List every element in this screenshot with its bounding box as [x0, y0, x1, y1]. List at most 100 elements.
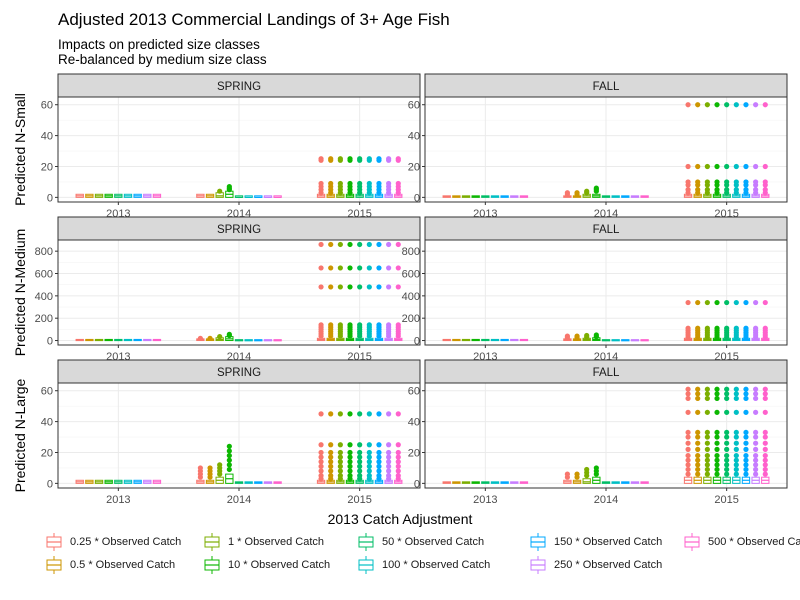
- y-tick-label: 200: [402, 313, 420, 325]
- outlier-point: [714, 409, 720, 415]
- outlier-point: [197, 465, 203, 471]
- outlier-point: [695, 395, 701, 402]
- x-tick-label: 2015: [714, 494, 738, 506]
- outlier-point: [704, 102, 710, 108]
- facet-strip-label: FALL: [593, 224, 620, 236]
- outlier-point: [593, 332, 599, 338]
- outlier-point: [357, 473, 363, 479]
- outlier-point: [714, 466, 720, 473]
- outlier-point: [357, 322, 363, 328]
- outlier-point: [724, 462, 730, 468]
- outlier-point: [328, 459, 334, 465]
- outlier-point: [714, 429, 720, 436]
- outlier-point: [743, 434, 749, 440]
- outlier-point: [395, 449, 401, 456]
- outlier-point: [733, 163, 739, 170]
- outlier-point: [318, 265, 324, 271]
- outlier-point: [318, 180, 324, 187]
- legend-item: 500 * Observed Catch: [682, 532, 800, 552]
- outlier-point: [584, 466, 590, 473]
- outlier-point: [743, 299, 749, 306]
- outlier-point: [337, 322, 343, 328]
- outlier-point: [564, 190, 570, 196]
- y-tick-label: 400: [402, 291, 420, 303]
- outlier-point: [366, 463, 372, 469]
- outlier-point: [328, 411, 334, 417]
- box: [582, 478, 591, 484]
- outlier-point: [395, 442, 401, 448]
- outlier-point: [395, 284, 401, 290]
- outlier-point: [395, 265, 401, 271]
- chart-subtitle-1: Impacts on predicted size classes: [58, 37, 260, 52]
- outlier-point: [318, 463, 324, 469]
- legend-key-icon: [46, 533, 62, 551]
- outlier-point: [695, 163, 701, 170]
- outlier-point: [395, 156, 401, 162]
- outlier-point: [704, 466, 710, 473]
- outlier-point: [762, 446, 768, 452]
- outlier-point: [743, 429, 749, 436]
- outlier-point: [714, 325, 720, 331]
- outlier-point: [386, 241, 392, 248]
- outlier-point: [347, 454, 353, 460]
- outlier-point: [762, 462, 768, 468]
- outlier-point: [366, 454, 372, 460]
- outlier-point: [328, 463, 334, 469]
- outlier-point: [357, 411, 363, 417]
- outlier-point: [695, 434, 701, 440]
- outlier-point: [386, 322, 392, 328]
- outlier-point: [376, 180, 382, 187]
- outlier-point: [226, 462, 232, 468]
- outlier-point: [685, 299, 691, 306]
- y-tick-label: 40: [41, 417, 53, 429]
- legend-label: 100 * Observed Catch: [382, 559, 491, 571]
- outlier-point: [226, 457, 232, 463]
- legend-key-icon: [684, 533, 700, 551]
- legend-title: 2013 Catch Adjustment: [327, 511, 473, 527]
- outlier-point: [357, 463, 363, 469]
- outlier-point: [347, 411, 353, 417]
- outlier-point: [685, 325, 691, 331]
- legend-label: 250 * Observed Catch: [554, 559, 663, 571]
- x-tick-label: 2014: [227, 494, 251, 506]
- y-axis-title: Predicted N-Large: [12, 378, 28, 492]
- outlier-point: [376, 322, 382, 328]
- legend-label: 0.5 * Observed Catch: [70, 559, 176, 571]
- outlier-point: [685, 395, 691, 402]
- outlier-point: [704, 395, 710, 402]
- y-tick-label: 600: [35, 269, 53, 281]
- outlier-point: [704, 429, 710, 436]
- legend-key-icon: [204, 556, 220, 574]
- outlier-point: [733, 457, 739, 463]
- outlier-point: [395, 180, 401, 187]
- outlier-point: [762, 299, 768, 306]
- outlier-point: [724, 386, 730, 392]
- facet-strip-label: SPRING: [217, 81, 261, 93]
- legend-label: 50 * Observed Catch: [382, 536, 485, 548]
- outlier-point: [743, 102, 749, 108]
- outlier-point: [574, 471, 580, 477]
- y-tick-label: 40: [408, 131, 420, 143]
- outlier-point: [357, 180, 363, 187]
- outlier-point: [714, 163, 720, 170]
- outlier-point: [733, 409, 739, 415]
- outlier-point: [376, 459, 382, 465]
- y-tick-label: 20: [408, 161, 420, 173]
- outlier-point: [733, 179, 739, 185]
- outlier-point: [743, 386, 749, 392]
- outlier-point: [337, 459, 343, 465]
- outlier-point: [695, 179, 701, 185]
- outlier-point: [318, 322, 324, 328]
- outlier-point: [347, 473, 353, 479]
- outlier-point: [695, 325, 701, 331]
- outlier-point: [695, 457, 701, 463]
- outlier-point: [733, 462, 739, 468]
- outlier-point: [347, 180, 353, 187]
- legend-key-icon: [46, 556, 62, 574]
- outlier-point: [704, 440, 710, 446]
- outlier-point: [685, 187, 691, 193]
- outlier-point: [347, 468, 353, 474]
- outlier-point: [753, 386, 759, 392]
